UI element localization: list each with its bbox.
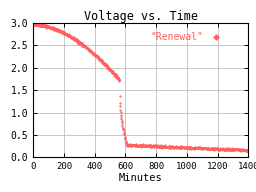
Text: "Renewal": "Renewal" (150, 32, 203, 42)
Title: Voltage vs. Time: Voltage vs. Time (84, 10, 198, 23)
X-axis label: Minutes: Minutes (119, 173, 163, 183)
